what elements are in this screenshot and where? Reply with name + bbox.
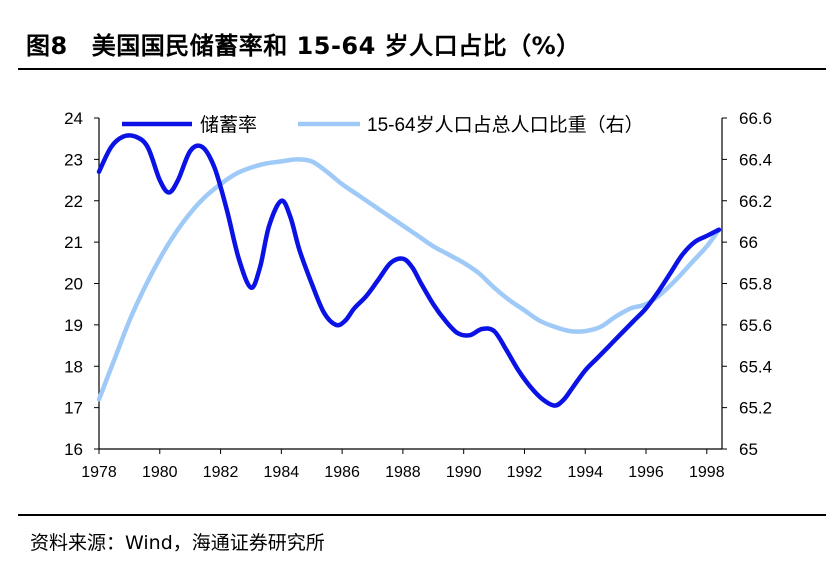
y-left-tick-label: 18 bbox=[64, 357, 83, 376]
y-left-tick-label: 17 bbox=[64, 399, 83, 418]
y-right-tick-label: 65 bbox=[739, 440, 758, 459]
source-note: 资料来源：Wind，海通证券研究所 bbox=[30, 532, 325, 554]
y-left-tick-label: 23 bbox=[64, 150, 83, 169]
series-line-savings-rate bbox=[96, 133, 722, 408]
title-rule bbox=[18, 68, 826, 70]
x-tick-label: 1994 bbox=[567, 464, 603, 481]
x-tick-label: 1986 bbox=[324, 464, 360, 481]
y-left-tick-label: 20 bbox=[64, 275, 83, 294]
x-tick-label: 1996 bbox=[628, 464, 664, 481]
y-right-tick-label: 66.2 bbox=[739, 192, 772, 211]
x-tick-label: 1992 bbox=[507, 464, 543, 481]
chart-series-layer bbox=[96, 133, 722, 408]
legend-label-population-share: 15-64岁人口占总人口比重（右） bbox=[367, 114, 644, 136]
y-right-tick-label: 65.2 bbox=[739, 399, 772, 418]
y-right-tick-label: 66.4 bbox=[739, 150, 772, 169]
x-tick-label: 1990 bbox=[446, 464, 482, 481]
series-line-population-share bbox=[96, 157, 722, 402]
x-tick-label: 1982 bbox=[203, 464, 239, 481]
source-rule bbox=[18, 514, 826, 516]
x-tick-label: 1984 bbox=[264, 464, 300, 481]
y-left-tick-label: 21 bbox=[64, 233, 83, 252]
y-right-tick-label: 65.4 bbox=[739, 357, 772, 376]
y-right-tick-label: 66.6 bbox=[739, 109, 772, 128]
chart-axes: 16 17 18 19 20 21 22 23 24 65 65.2 65.4 65.6 65.8 66 66… bbox=[64, 109, 772, 481]
figure-title-text: 美国国民储蓄率和 15-64 岁人口占比（%） bbox=[91, 32, 581, 60]
figure-title: 图8 美国国民储蓄率和 15-64 岁人口占比（%） bbox=[26, 26, 581, 61]
y-left-tick-label: 22 bbox=[64, 192, 83, 211]
y-left-tick-label: 24 bbox=[64, 109, 83, 128]
x-tick-label: 1998 bbox=[689, 464, 725, 481]
x-tick-label: 1978 bbox=[81, 464, 117, 481]
y-right-tick-label: 66 bbox=[739, 233, 758, 252]
y-right-tick-label: 65.8 bbox=[739, 275, 772, 294]
x-tick-label: 1988 bbox=[385, 464, 421, 481]
y-left-tick-label: 19 bbox=[64, 316, 83, 335]
y-left-tick-label: 16 bbox=[64, 440, 83, 459]
x-tick-label: 1980 bbox=[142, 464, 178, 481]
figure-label: 图8 bbox=[26, 32, 68, 60]
chart-legend: 储蓄率 15-64岁人口占总人口比重（右） bbox=[122, 114, 644, 136]
y-right-tick-label: 65.6 bbox=[739, 316, 772, 335]
legend-label-savings-rate: 储蓄率 bbox=[200, 114, 257, 136]
